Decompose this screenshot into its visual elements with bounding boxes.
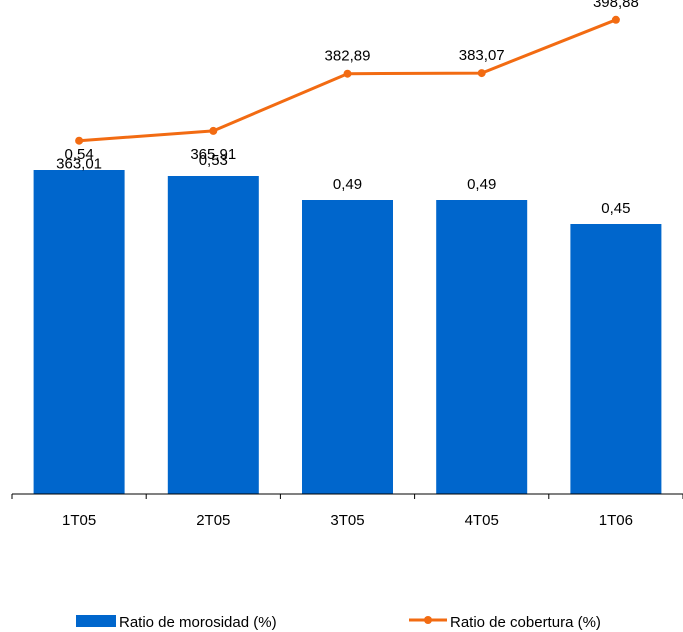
legend-item-cobertura: Ratio de cobertura (%) [409, 614, 601, 631]
bar-series-morosidad [33, 170, 662, 494]
x-tick-label-3T05: 3T05 [330, 512, 364, 529]
legend-item-morosidad: Ratio de morosidad (%) [76, 614, 277, 631]
legend: Ratio de morosidad (%) Ratio de cobertur… [76, 614, 601, 631]
line-label-1T05: 363,01 [56, 156, 102, 173]
line-label-3T05: 382,89 [325, 48, 371, 65]
line-point-4T05 [477, 69, 486, 78]
line-label-2T05: 365,91 [190, 146, 236, 163]
x-tick-label-4T05: 4T05 [465, 512, 499, 529]
line-point-1T06 [611, 15, 620, 24]
line-point-2T05 [209, 126, 218, 135]
legend-marker-cobertura [424, 616, 432, 624]
line-point-3T05 [343, 69, 352, 78]
x-axis: 1T05 2T05 3T05 4T05 1T06 [11, 493, 683, 529]
legend-label-morosidad: Ratio de morosidad (%) [119, 614, 277, 631]
line-label-1T06: 398,88 [593, 0, 639, 11]
bar-1T06 [570, 224, 662, 494]
bar-label-4T05: 0,49 [467, 176, 496, 193]
line-point-1T05 [75, 136, 84, 145]
bar-3T05 [302, 200, 393, 494]
bar-data-labels: 0,54 0,53 0,49 0,49 0,45 [64, 146, 630, 217]
bar-label-3T05: 0,49 [333, 176, 362, 193]
bar-label-1T05: 0,54 [64, 146, 93, 163]
line-label-4T05: 383,07 [459, 47, 505, 64]
line-data-labels: 363,01 365,91 382,89 383,07 398,88 [56, 0, 639, 173]
bar-label-2T05: 0,53 [199, 152, 228, 169]
legend-label-cobertura: Ratio de cobertura (%) [450, 614, 601, 631]
bar-4T05 [436, 200, 528, 494]
line-series-cobertura [75, 15, 620, 145]
cobertura-line [78, 18, 617, 143]
bar-1T05 [33, 170, 125, 494]
x-tick-label-1T05: 1T05 [62, 512, 96, 529]
x-tick-label-1T06: 1T06 [599, 512, 633, 529]
bar-label-1T06: 0,45 [601, 200, 630, 217]
bar-2T05 [167, 176, 259, 494]
legend-swatch-morosidad [76, 615, 116, 627]
x-tick-label-2T05: 2T05 [196, 512, 230, 529]
